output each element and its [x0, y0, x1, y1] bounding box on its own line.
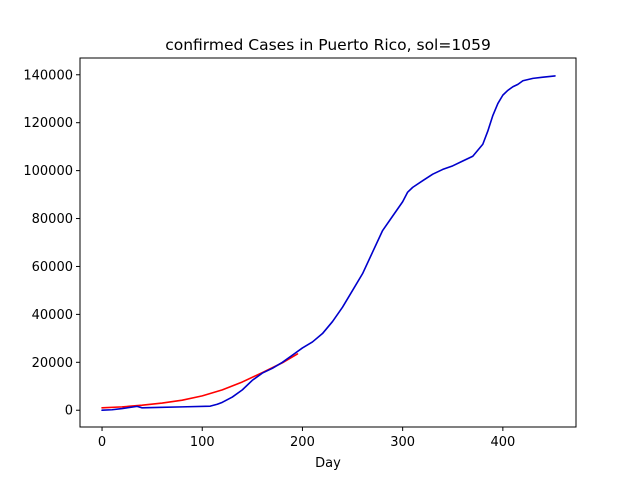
x-tick-label: 300	[390, 435, 415, 450]
y-tick-label: 0	[65, 404, 73, 419]
x-tick-label: 200	[290, 435, 315, 450]
series-line-2	[101, 75, 556, 412]
plot-area	[79, 57, 577, 428]
y-tick-label: 40000	[32, 308, 73, 323]
x-axis-label: Day	[315, 456, 341, 471]
x-tick-label: 100	[190, 435, 215, 450]
series-layer	[101, 75, 556, 412]
y-tick-label: 20000	[32, 356, 73, 371]
y-tick-label: 60000	[32, 260, 73, 275]
x-tick-label: 400	[490, 435, 515, 450]
chart-title: confirmed Cases in Puerto Rico, sol=1059	[165, 36, 491, 54]
y-tick-label: 120000	[23, 116, 73, 131]
y-axis: 0 20000 40000 60000 80000 100000 120000 140000	[23, 68, 80, 419]
x-axis: 0 100 200 300 400	[98, 427, 515, 450]
y-tick-label: 100000	[23, 164, 73, 179]
y-tick-label: 80000	[32, 212, 73, 227]
axes-frame	[79, 57, 577, 428]
x-tick-label: 0	[98, 435, 106, 450]
y-tick-label: 140000	[23, 68, 73, 83]
